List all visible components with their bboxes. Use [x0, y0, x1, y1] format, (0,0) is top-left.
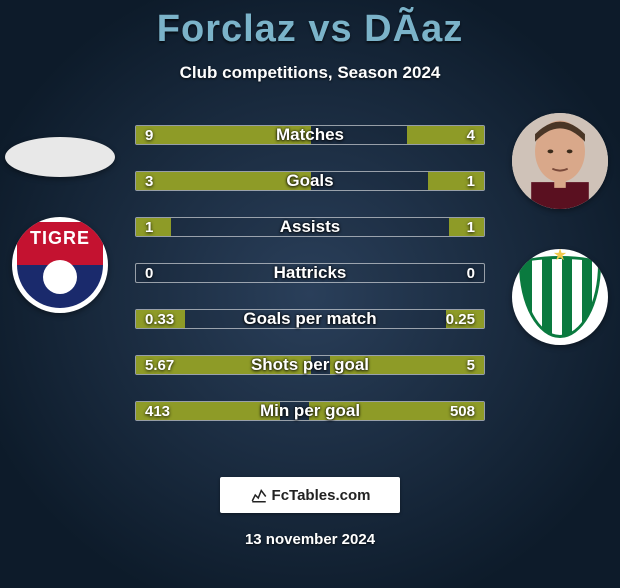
left-player-avatar: [5, 137, 115, 177]
stats-list: 9 4 Matches 3 1 Goals 1 1 Assists 0 0 Ha…: [135, 121, 485, 425]
stat-row: 0.33 0.25 Goals per match: [135, 305, 485, 333]
tigre-crest-text: TIGRE: [30, 228, 90, 249]
comparison-area: TIGRE 9 4 Matches: [0, 113, 620, 453]
left-club-badge: TIGRE: [12, 217, 108, 313]
date-text: 13 november 2024: [0, 531, 620, 548]
brand-text: FcTables.com: [272, 487, 371, 504]
stat-label: Min per goal: [135, 397, 485, 425]
stat-label: Hattricks: [135, 259, 485, 287]
brand-badge[interactable]: FcTables.com: [220, 477, 400, 513]
left-player-column: TIGRE: [5, 113, 115, 313]
stat-label: Assists: [135, 213, 485, 241]
stat-row: 413 508 Min per goal: [135, 397, 485, 425]
stat-row: 5.67 5 Shots per goal: [135, 351, 485, 379]
stat-row: 3 1 Goals: [135, 167, 485, 195]
banfield-crest: [519, 256, 601, 338]
stat-row: 1 1 Assists: [135, 213, 485, 241]
stat-label: Matches: [135, 121, 485, 149]
right-player-column: [505, 113, 615, 345]
stat-label: Goals: [135, 167, 485, 195]
right-club-badge: [512, 249, 608, 345]
stat-row: 9 4 Matches: [135, 121, 485, 149]
stat-label: Goals per match: [135, 305, 485, 333]
page-title: Forclaz vs DÃ­az: [0, 8, 620, 51]
stat-label: Shots per goal: [135, 351, 485, 379]
subtitle: Club competitions, Season 2024: [0, 63, 620, 83]
chart-icon: [250, 486, 268, 504]
face-icon: [512, 113, 608, 209]
stat-row: 0 0 Hattricks: [135, 259, 485, 287]
tigre-crest: TIGRE: [17, 222, 103, 308]
right-player-avatar: [512, 113, 608, 209]
